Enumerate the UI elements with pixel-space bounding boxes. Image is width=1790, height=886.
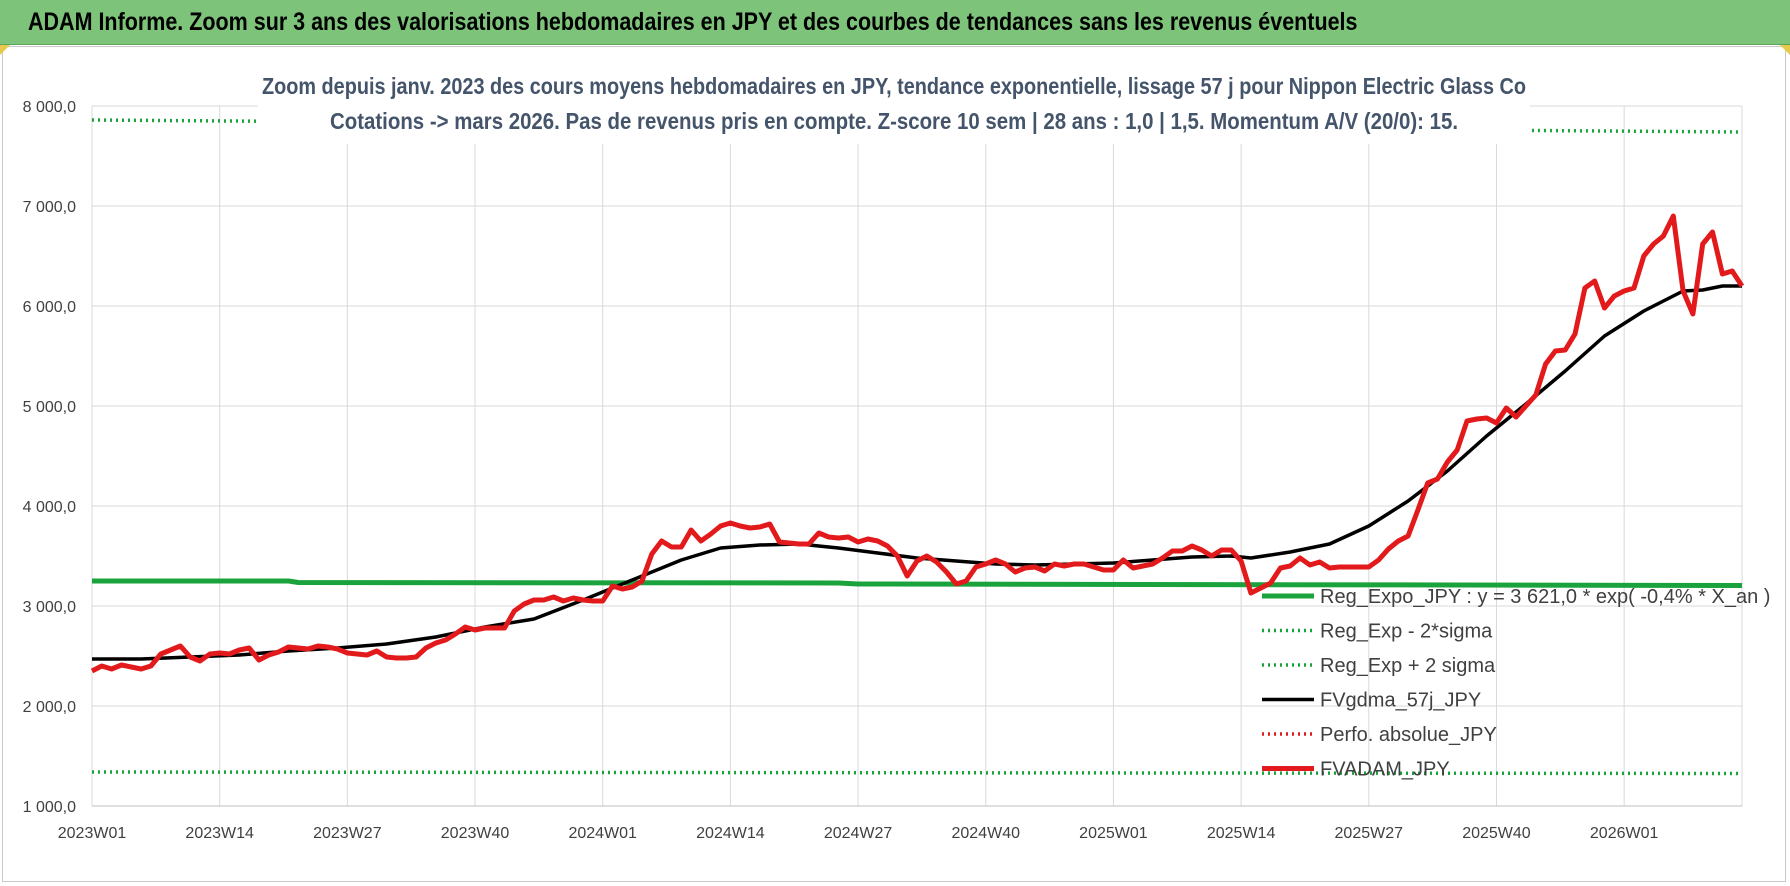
- chart-title-line1: Zoom depuis janv. 2023 des cours moyens …: [262, 73, 1526, 99]
- series-lines: [90, 118, 1745, 776]
- corner-accent-right: [1780, 45, 1790, 55]
- x-tick-label: 2025W01: [1079, 825, 1148, 842]
- series-line-0: [92, 578, 1743, 588]
- y-tick-label: 5 000,0: [23, 399, 76, 416]
- x-tick-label: 2025W14: [1207, 825, 1276, 842]
- y-tick-label: 1 000,0: [23, 799, 76, 816]
- y-tick-label: 3 000,0: [23, 599, 76, 616]
- legend-label-3: FVgdma_57j_JPY: [1320, 690, 1481, 712]
- x-tick-label: 2025W27: [1335, 825, 1404, 842]
- x-tick-label: 2024W27: [824, 825, 893, 842]
- series-line-1: [91, 770, 1743, 776]
- x-tick-label: 2024W40: [952, 825, 1021, 842]
- legend-label-5: FVADAM_JPY: [1320, 759, 1450, 781]
- title-backdrop: [258, 68, 1530, 144]
- x-tick-label: 2024W14: [696, 825, 765, 842]
- report-title: ADAM Informe. Zoom sur 3 ans des valoris…: [28, 8, 1358, 36]
- legend: Reg_Expo_JPY : y = 3 621,0 * exp( -0,4% …: [1262, 586, 1770, 781]
- y-tick-label: 2 000,0: [23, 699, 76, 716]
- x-tick-label: 2023W27: [313, 825, 382, 842]
- y-tick-label: 6 000,0: [23, 299, 76, 316]
- legend-label-0: Reg_Expo_JPY : y = 3 621,0 * exp( -0,4% …: [1320, 586, 1770, 608]
- report-banner: ADAM Informe. Zoom sur 3 ans des valoris…: [0, 0, 1790, 45]
- chart-frame: [2, 46, 1786, 882]
- legend-label-2: Reg_Exp + 2 sigma: [1320, 655, 1496, 677]
- y-axis: 1 000,0 2 000,0 3 000,0 4 000,0 5 000,0 6 000…: [23, 99, 76, 816]
- corner-accent-left: [0, 45, 10, 55]
- x-tick-label: 2023W14: [185, 825, 254, 842]
- x-tick-label: 2024W01: [568, 825, 637, 842]
- x-tick-label: 2026W01: [1590, 825, 1659, 842]
- x-tick-label: 2023W40: [441, 825, 510, 842]
- legend-label-4: Perfo. absolue_JPY: [1320, 724, 1497, 746]
- y-tick-label: 7 000,0: [23, 199, 76, 216]
- y-tick-label: 4 000,0: [23, 499, 76, 516]
- gridlines: [91, 105, 1743, 807]
- legend-label-1: Reg_Exp - 2*sigma: [1320, 621, 1493, 643]
- x-axis: 2023W01 2023W14 2023W27 2023W40 2024W01 2024W…: [58, 825, 1659, 842]
- x-tick-label: 2023W01: [58, 825, 127, 842]
- y-tick-label: 8 000,0: [23, 99, 76, 116]
- series-line-5: [90, 213, 1745, 674]
- x-tick-label: 2025W40: [1462, 825, 1531, 842]
- chart-title-line2: Cotations -> mars 2026. Pas de revenus p…: [330, 108, 1458, 134]
